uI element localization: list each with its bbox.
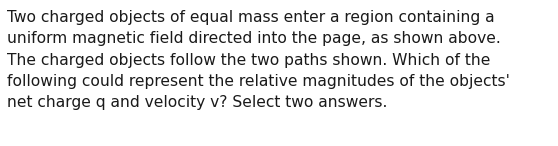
Text: Two charged objects of equal mass enter a region containing a
uniform magnetic f: Two charged objects of equal mass enter …	[7, 10, 509, 110]
